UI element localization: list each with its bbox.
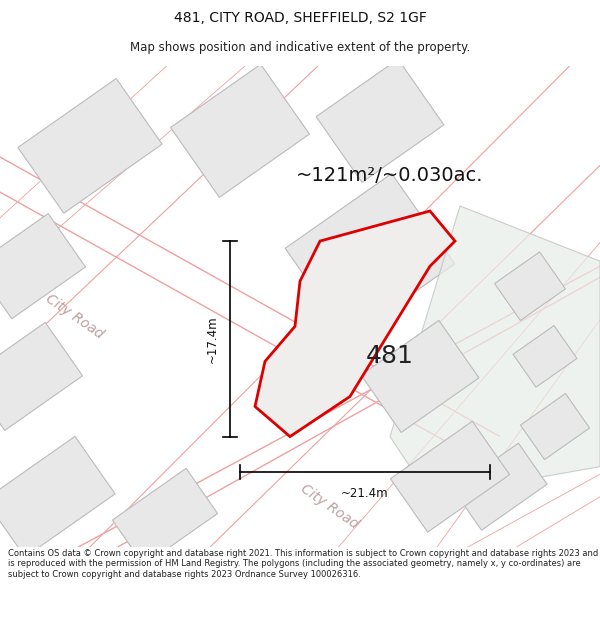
Text: 481: 481: [366, 344, 414, 368]
Polygon shape: [285, 174, 455, 339]
Polygon shape: [112, 468, 218, 565]
Polygon shape: [0, 436, 115, 557]
Polygon shape: [255, 211, 455, 437]
Polygon shape: [0, 214, 86, 319]
Polygon shape: [494, 252, 565, 321]
Text: Contains OS data © Crown copyright and database right 2021. This information is : Contains OS data © Crown copyright and d…: [8, 549, 598, 579]
Text: Map shows position and indicative extent of the property.: Map shows position and indicative extent…: [130, 41, 470, 54]
Text: ~21.4m: ~21.4m: [341, 488, 389, 500]
Text: 481, CITY ROAD, SHEFFIELD, S2 1GF: 481, CITY ROAD, SHEFFIELD, S2 1GF: [173, 11, 427, 26]
Text: ~17.4m: ~17.4m: [205, 315, 218, 362]
Polygon shape: [453, 443, 547, 530]
Polygon shape: [391, 421, 509, 532]
Text: City Road: City Road: [43, 291, 107, 341]
Polygon shape: [170, 64, 310, 198]
Polygon shape: [18, 79, 162, 213]
Polygon shape: [0, 322, 83, 431]
Text: City Road: City Road: [298, 482, 362, 532]
Polygon shape: [316, 59, 444, 182]
Polygon shape: [390, 206, 600, 497]
Polygon shape: [361, 321, 479, 432]
Polygon shape: [520, 394, 590, 459]
Text: ~121m²/~0.030ac.: ~121m²/~0.030ac.: [296, 166, 484, 186]
Polygon shape: [513, 326, 577, 387]
